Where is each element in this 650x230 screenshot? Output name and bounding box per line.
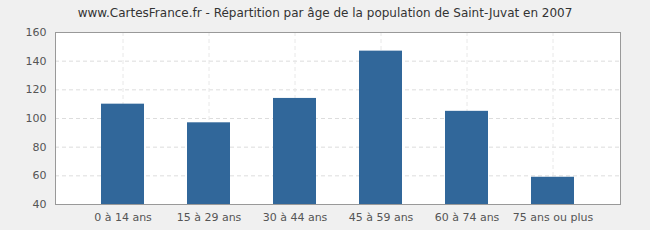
svg-text:120: 120 — [26, 83, 47, 96]
svg-text:60: 60 — [33, 169, 47, 182]
svg-text:140: 140 — [26, 55, 47, 68]
svg-text:75 ans ou plus: 75 ans ou plus — [513, 211, 594, 224]
html-text:www.CartesFrance.fr - Répartit: www.CartesFrance.fr - Répartition par âg… — [77, 6, 573, 20]
svg-text:0 à 14 ans: 0 à 14 ans — [94, 211, 152, 224]
svg-text:30 à 44 ans: 30 à 44 ans — [263, 211, 328, 224]
svg-text:100: 100 — [26, 112, 47, 125]
svg-text:45 à 59 ans: 45 à 59 ans — [349, 211, 414, 224]
svg-text:80: 80 — [33, 141, 47, 154]
svg-text:40: 40 — [33, 198, 47, 211]
svg-text:160: 160 — [26, 26, 47, 39]
svg-text:15 à 29 ans: 15 à 29 ans — [177, 211, 242, 224]
svg-text:60 à 74 ans: 60 à 74 ans — [435, 211, 500, 224]
